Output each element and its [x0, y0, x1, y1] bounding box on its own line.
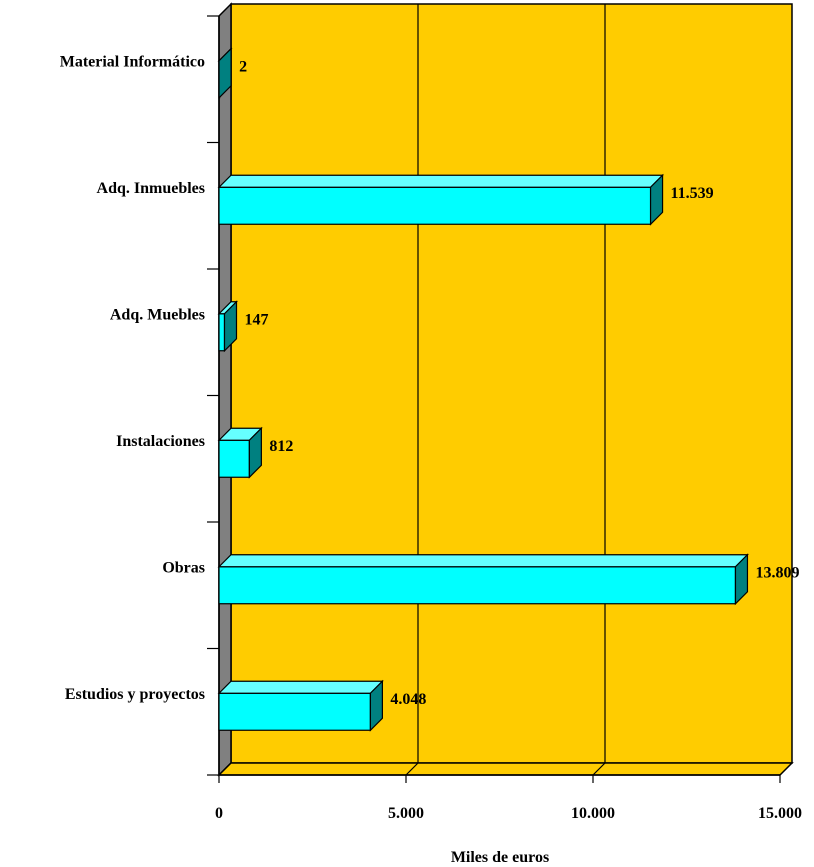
labels: 0 5.000 10.000 15.000 Estudios y proyectos 4.…: [60, 53, 802, 822]
bar-top-4: [217, 174, 665, 188]
category-label: Obras: [162, 559, 205, 576]
x-tick-label: 0: [215, 805, 223, 822]
bar-front-1: [218, 566, 737, 605]
bar-front-2: [218, 439, 250, 478]
bar-side-4: [649, 173, 664, 226]
axes: [207, 15, 781, 783]
bar-front-3: [218, 313, 226, 352]
x-tick-label: 5.000: [388, 805, 424, 822]
bar-side-3: [223, 300, 238, 353]
bars: [217, 47, 749, 732]
gridline-floor-1: [405, 762, 419, 776]
data-label: 11.539: [671, 185, 714, 202]
x-tick-label: 15.000: [758, 805, 802, 822]
category-label: Instalaciones: [116, 433, 205, 450]
gridline-floor-2: [592, 762, 606, 776]
bar-front-4: [218, 186, 652, 225]
data-label: 147: [244, 311, 268, 328]
bar-top-1: [217, 554, 749, 568]
bar-side-0: [369, 679, 383, 732]
bar-side-1: [734, 553, 749, 606]
plot-floor: [217, 762, 794, 776]
bar-front-0: [218, 692, 371, 731]
category-label: Material Informático: [60, 53, 205, 70]
data-label: 13.809: [755, 564, 799, 581]
plot-side-wall: [218, 2, 232, 777]
data-label: 2: [239, 58, 247, 75]
data-label: 4.048: [390, 691, 426, 708]
category-label: Adq. Muebles: [110, 306, 205, 323]
gridlines: [405, 4, 606, 776]
bar-top-0: [217, 680, 384, 694]
bar-side-5: [218, 47, 232, 100]
category-label: Estudios y proyectos: [65, 686, 205, 703]
plot-back-wall: [230, 3, 793, 764]
x-tick-label: 10.000: [571, 805, 615, 822]
category-label: Adq. Inmuebles: [97, 180, 205, 197]
bar-side-2: [248, 426, 262, 479]
plot-walls: [217, 2, 794, 777]
x-axis-title: Miles de euros: [451, 849, 549, 866]
data-label: 812: [269, 438, 293, 455]
